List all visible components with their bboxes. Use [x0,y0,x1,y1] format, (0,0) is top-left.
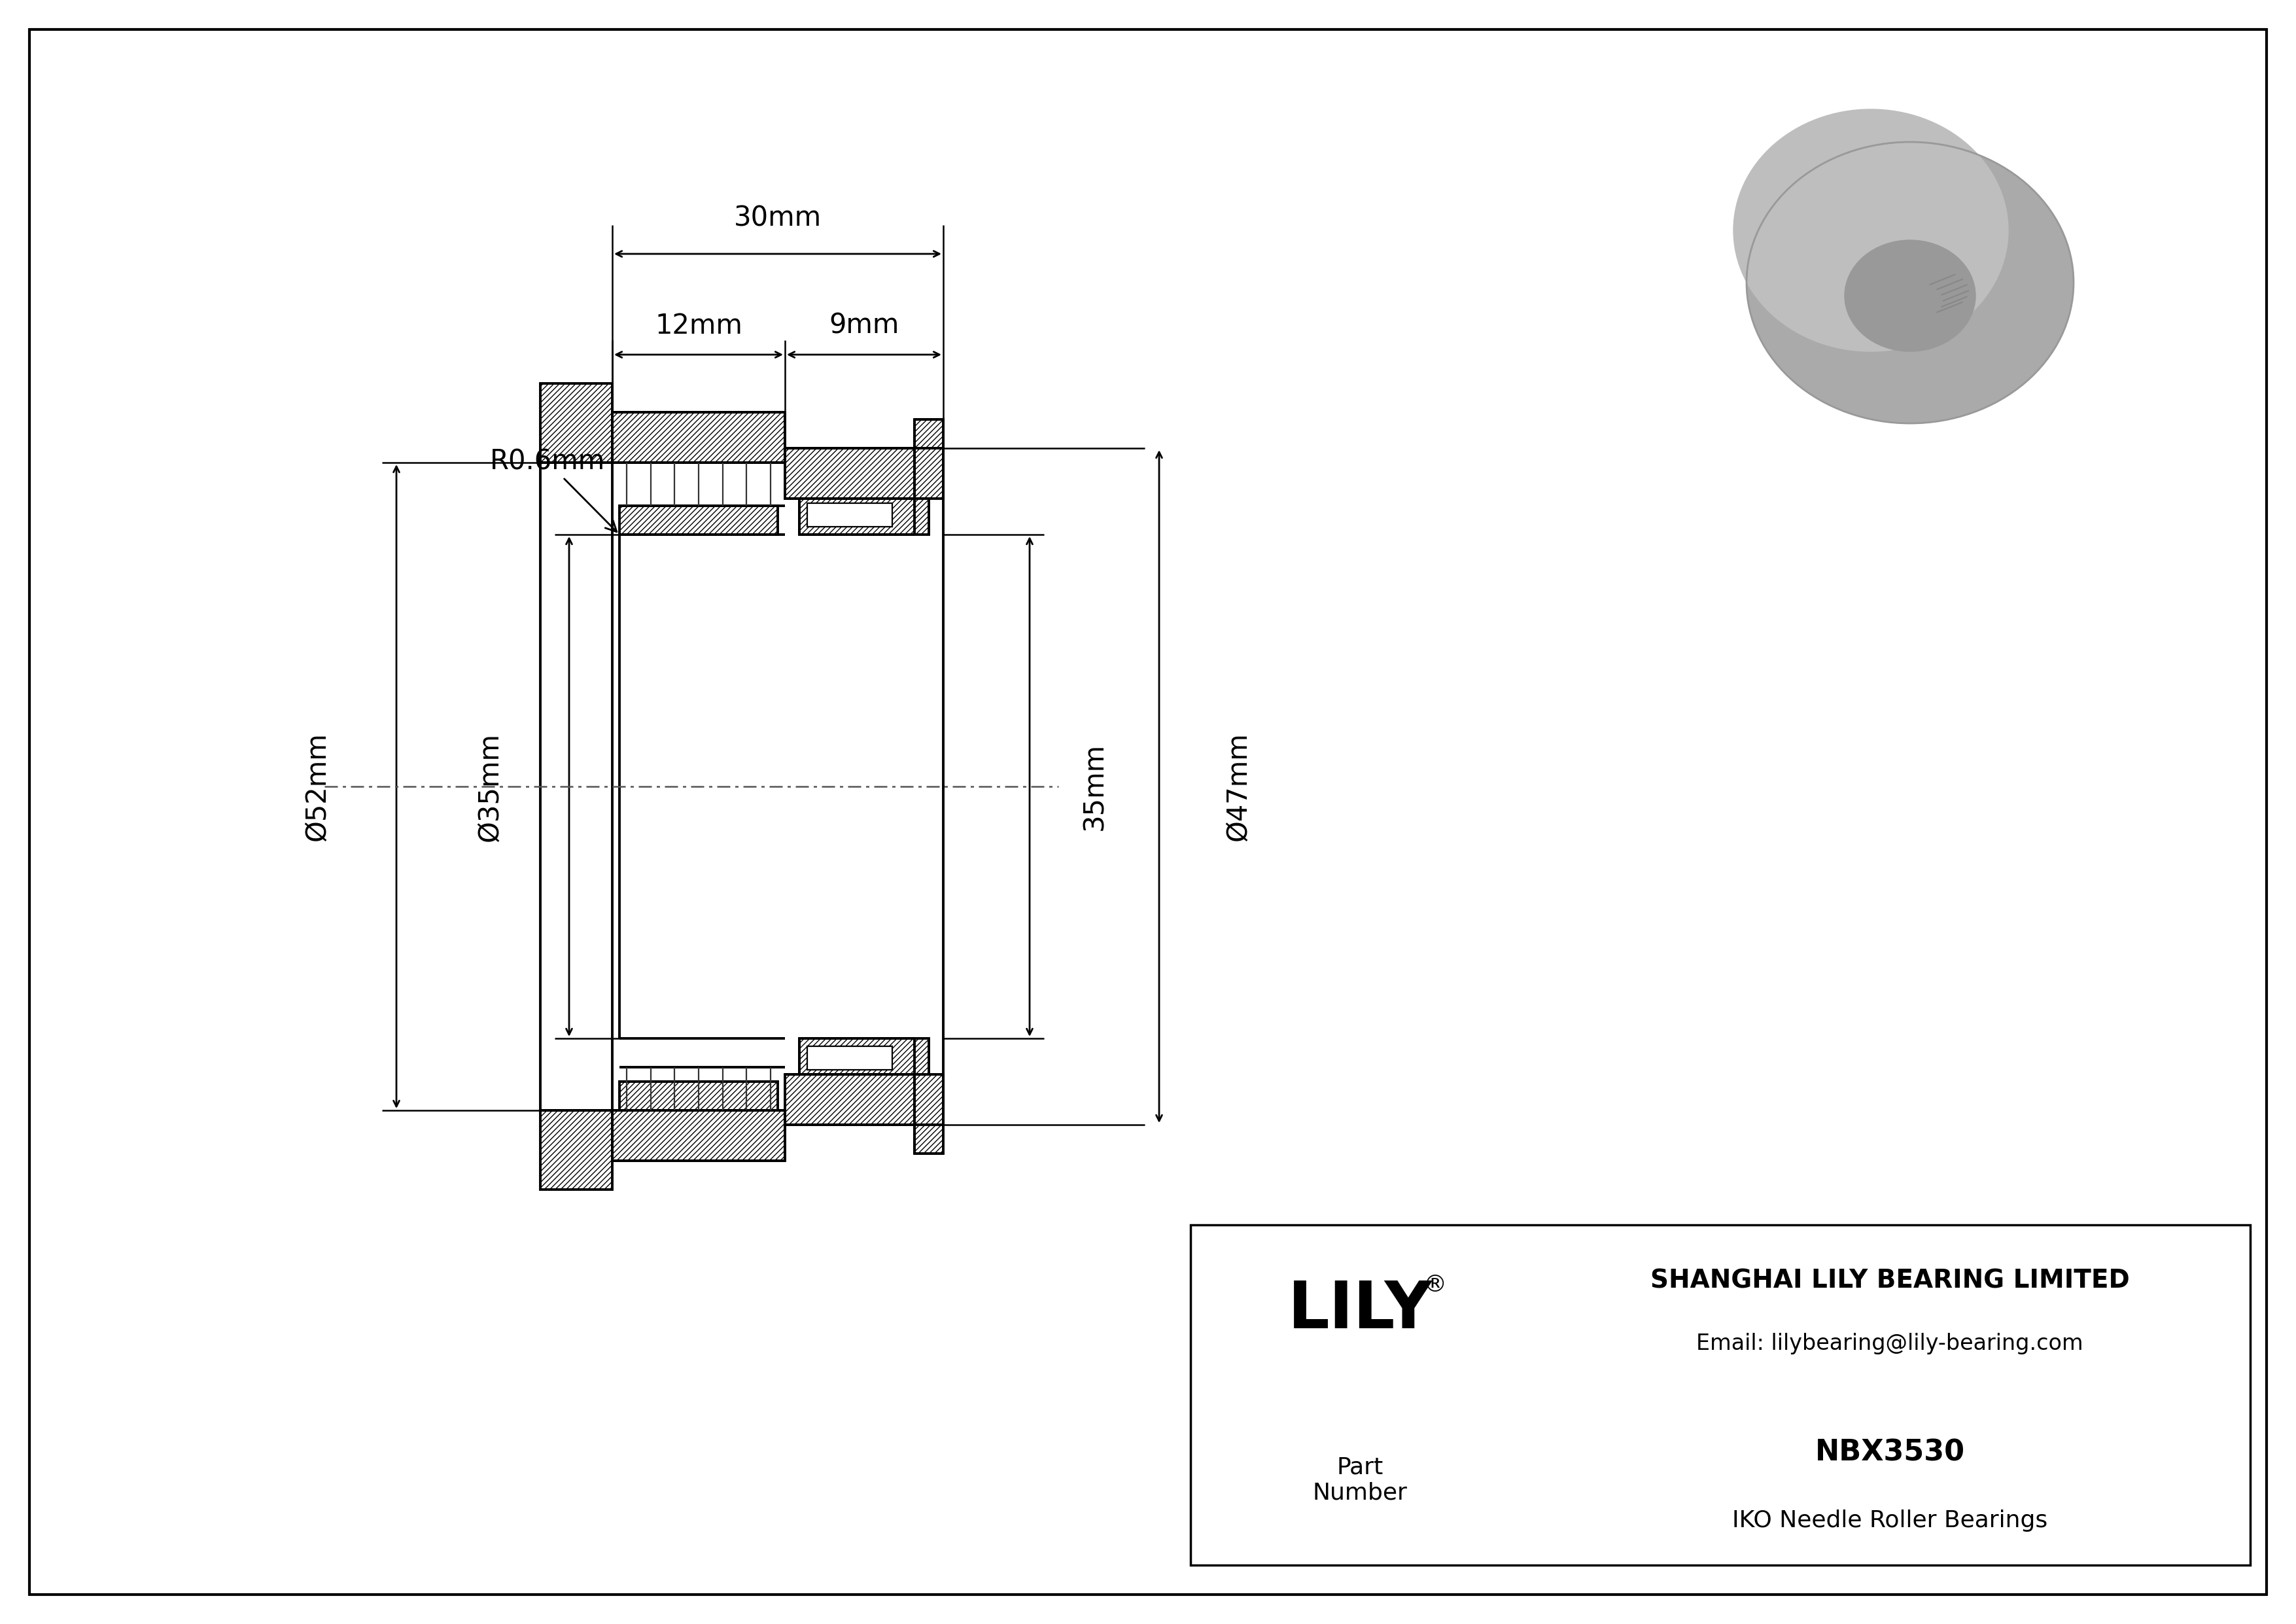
Text: Email: lilybearing@lily-bearing.com: Email: lilybearing@lily-bearing.com [1697,1333,2082,1354]
Bar [799,499,930,534]
Bar [806,1046,893,1070]
Bar [540,383,613,463]
Bar [785,448,914,499]
Text: 12mm: 12mm [654,312,742,339]
Text: NBX3530: NBX3530 [1814,1439,1965,1466]
Bar [613,1111,785,1161]
Text: SHANGHAI LILY BEARING LIMITED: SHANGHAI LILY BEARING LIMITED [1651,1268,2131,1293]
Ellipse shape [1844,240,1975,351]
Text: Part
Number: Part Number [1313,1457,1407,1504]
Ellipse shape [1747,141,2073,424]
Text: IKO Needle Roller Bearings: IKO Needle Roller Bearings [1731,1510,2048,1531]
Bar [785,1075,914,1125]
Bar [806,503,893,526]
Ellipse shape [1733,109,2009,351]
Bar [613,412,785,463]
Bar [1192,1224,2250,1566]
Bar [620,505,778,534]
Text: 9mm: 9mm [829,312,900,339]
Bar [914,1075,944,1153]
Text: Ø35mm: Ø35mm [475,732,503,841]
Text: 30mm: 30mm [735,205,822,232]
Bar [540,1111,613,1189]
Text: Ø52mm: Ø52mm [303,732,331,841]
Bar [914,419,944,499]
Text: 35mm: 35mm [1081,742,1109,830]
Text: R0.6mm: R0.6mm [489,448,618,531]
Text: LILY: LILY [1288,1278,1433,1341]
Text: Ø47mm: Ø47mm [1224,732,1251,841]
Bar [620,1082,778,1111]
Text: ®: ® [1424,1273,1446,1296]
Bar [799,1038,930,1075]
